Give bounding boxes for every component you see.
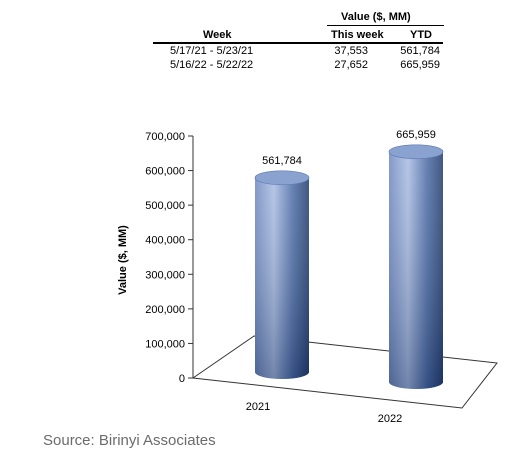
floor-plane: [191, 335, 498, 409]
bar-2022: 665,959: [388, 129, 444, 389]
y-axis-label: Value ($, MM): [117, 225, 129, 295]
x-tick-label: 2021: [246, 401, 270, 413]
x-tick-label: 2022: [378, 413, 402, 425]
bar-top: [254, 170, 310, 186]
x-axis: 2021 2022: [246, 401, 402, 425]
bar-chart: 0 100,000 200,000 300,000 400,000 500,000 600,…: [117, 129, 498, 425]
y-tick-label: 300,000: [145, 269, 185, 281]
row-this-week: 37,553: [334, 45, 368, 57]
y-axis: 0 100,000 200,000 300,000 400,000 500,000 600,…: [145, 131, 194, 385]
row-ytd: 561,784: [400, 45, 440, 57]
group-header: Value ($, MM): [341, 11, 411, 23]
group-header-rule: [327, 25, 444, 26]
row-ytd: 665,959: [400, 59, 440, 71]
row-this-week: 27,652: [334, 59, 368, 71]
y-tick-label: 600,000: [145, 166, 185, 178]
header-ytd: YTD: [410, 29, 432, 41]
bar-shade: [255, 177, 309, 379]
y-tick-label: 400,000: [145, 235, 185, 247]
row-week: 5/16/22 - 5/22/22: [170, 59, 254, 71]
bar-shade: [389, 151, 443, 389]
summary-table: Value ($, MM) Week This week YTD 5/17/21…: [0, 0, 518, 80]
data-label: 561,784: [262, 155, 302, 167]
y-tick-label: 200,000: [145, 304, 185, 316]
chart-floor: [191, 335, 498, 409]
data-label: 665,959: [396, 129, 436, 141]
y-tick-label: 500,000: [145, 200, 185, 212]
bar-2021: 561,784: [254, 155, 310, 379]
row-week: 5/17/21 - 5/23/21: [170, 45, 254, 57]
y-tick-label: 700,000: [145, 131, 185, 143]
y-tick-label: 100,000: [145, 338, 185, 350]
source-note: Source: Birinyi Associates: [43, 432, 216, 449]
header-this-week: This week: [331, 29, 384, 41]
bar-top: [388, 144, 444, 160]
y-tick-label: 0: [179, 373, 185, 385]
header-rule: [153, 42, 443, 44]
bars: 561,784 665,959: [254, 129, 444, 389]
header-week: Week: [203, 29, 232, 41]
